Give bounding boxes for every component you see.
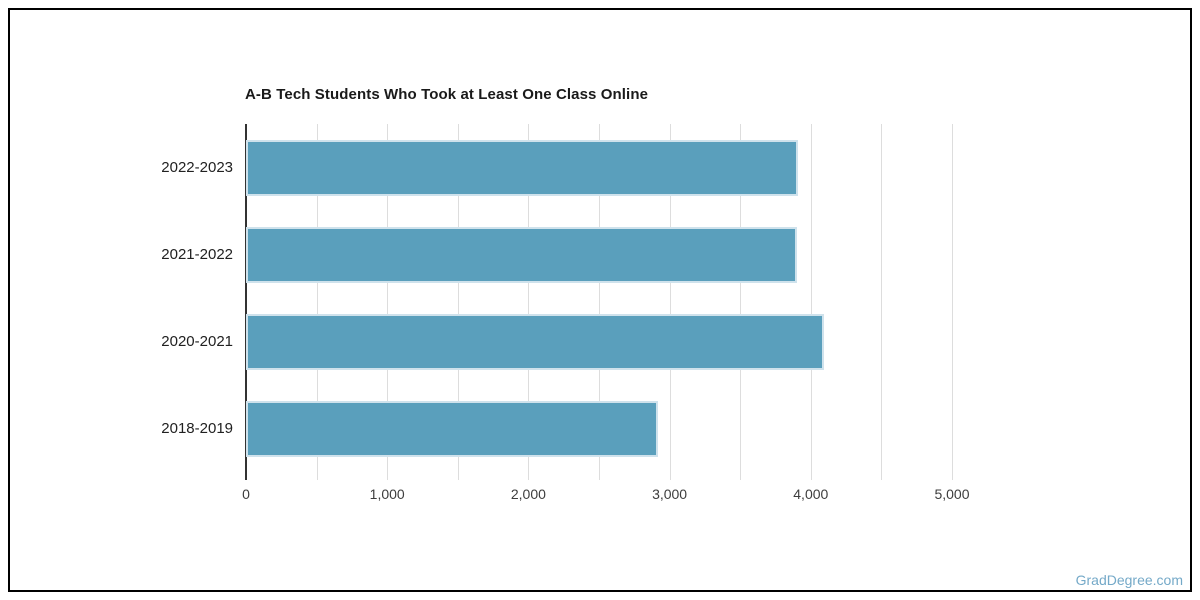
y-axis-label: 2020-2021 bbox=[161, 333, 233, 350]
x-axis-tick-label: 5,000 bbox=[934, 486, 970, 502]
gridline bbox=[528, 124, 530, 480]
x-axis-tick-label: 3,000 bbox=[652, 486, 688, 502]
y-axis-label: 2021-2022 bbox=[161, 246, 233, 263]
x-axis-tick-label: 4,000 bbox=[793, 486, 829, 502]
gridline bbox=[669, 124, 671, 480]
x-axis-tick-label: 1,000 bbox=[369, 486, 405, 502]
gridline bbox=[881, 124, 883, 480]
gridline bbox=[810, 124, 812, 480]
x-axis-tick-label: 0 bbox=[242, 486, 250, 502]
y-axis-label: 2022-2023 bbox=[161, 159, 233, 176]
y-axis-label: 2018-2019 bbox=[161, 420, 233, 437]
image-border-frame bbox=[8, 8, 1192, 592]
gridline bbox=[740, 124, 742, 480]
gridline bbox=[316, 124, 318, 480]
chart-title: A-B Tech Students Who Took at Least One … bbox=[245, 86, 649, 103]
bar-2020-2021 bbox=[246, 313, 825, 370]
bar-2018-2019 bbox=[246, 400, 659, 457]
gridline bbox=[599, 124, 600, 480]
bar-2021-2022 bbox=[246, 226, 797, 283]
x-axis-tick-label: 2,000 bbox=[510, 486, 546, 502]
gridline bbox=[387, 124, 389, 480]
bar-2022-2023 bbox=[246, 139, 799, 196]
plot-area bbox=[245, 124, 953, 480]
gridline bbox=[952, 124, 953, 480]
watermark-link[interactable]: GradDegree.com bbox=[1075, 572, 1183, 588]
gridline bbox=[457, 124, 459, 480]
y-axis-line bbox=[245, 124, 247, 480]
